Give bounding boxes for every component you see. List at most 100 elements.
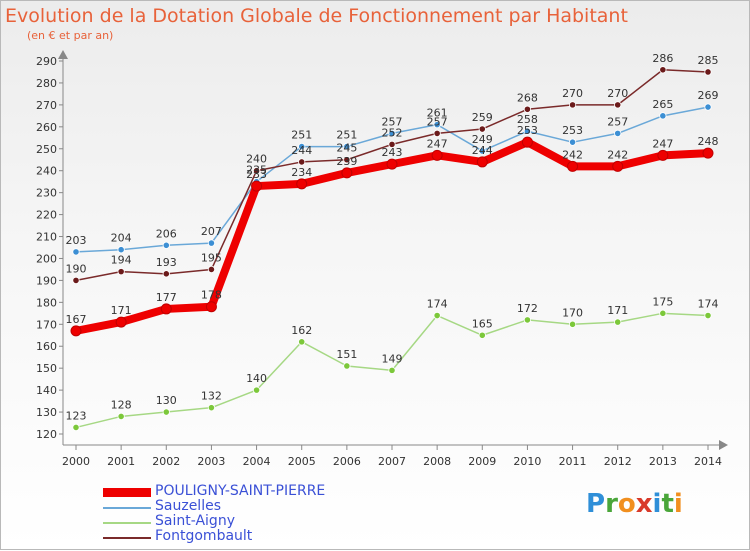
data-point-fontgombault [162, 270, 170, 278]
chart-title: Evolution de la Dotation Globale de Fonc… [5, 5, 628, 27]
data-point-sauzelles [343, 142, 351, 151]
y-tick-label: 130 [36, 406, 57, 419]
data-point-sauzelles [478, 147, 486, 155]
data-label-sauzelles: 258 [517, 113, 538, 126]
logo-letter: i [652, 489, 662, 519]
legend-swatch-sauzelles [103, 507, 151, 509]
data-point-sauzelles [207, 239, 216, 247]
data-label-sauzelles: 206 [156, 227, 177, 240]
x-tick-label: 2009 [468, 455, 496, 468]
data-point-fontgombault [568, 101, 577, 109]
x-tick-label: 2004 [243, 455, 271, 468]
data-label-saint_aigny: 140 [246, 372, 267, 385]
data-label-fontgombault: 194 [111, 254, 132, 267]
data-point-pouligny [702, 147, 714, 159]
data-point-sauzelles [72, 248, 80, 256]
logo-letter: i [673, 489, 683, 519]
data-label-fontgombault: 193 [156, 256, 177, 269]
logo-letter: P [586, 489, 606, 519]
data-label-sauzelles: 257 [607, 115, 628, 128]
y-tick-label: 250 [36, 143, 57, 156]
data-point-sauzelles [162, 241, 170, 249]
data-label-sauzelles: 261 [427, 107, 448, 120]
data-point-saint_aigny [614, 318, 622, 326]
y-tick-label: 240 [36, 165, 57, 178]
y-tick-label: 190 [36, 274, 57, 287]
x-tick-label: 2003 [197, 455, 225, 468]
data-point-fontgombault [207, 265, 216, 274]
data-point-saint_aigny [478, 331, 486, 339]
y-tick-label: 140 [36, 384, 57, 397]
data-point-fontgombault [433, 129, 441, 138]
logo-letter: x [635, 489, 653, 519]
data-point-sauzelles [388, 129, 396, 138]
data-label-pouligny: 244 [472, 144, 493, 157]
x-tick-label: 2014 [694, 455, 722, 468]
y-tick-label: 270 [36, 99, 57, 112]
data-label-saint_aigny: 172 [517, 302, 538, 315]
data-point-fontgombault [388, 140, 396, 148]
x-tick-label: 2013 [649, 455, 677, 468]
data-point-fontgombault [704, 68, 712, 76]
data-point-sauzelles [298, 142, 306, 151]
x-tick-label: 2007 [378, 455, 406, 468]
data-point-pouligny [431, 149, 443, 161]
data-label-pouligny: 233 [246, 168, 267, 181]
data-label-sauzelles: 203 [66, 234, 87, 247]
data-label-sauzelles: 251 [291, 129, 312, 142]
data-label-sauzelles: 265 [652, 98, 673, 111]
data-label-pouligny: 253 [517, 124, 538, 137]
data-label-pouligny: 242 [562, 148, 583, 161]
data-point-sauzelles [117, 246, 125, 254]
logo-letter: o [617, 489, 636, 519]
y-tick-label: 170 [36, 318, 57, 331]
data-label-pouligny: 243 [382, 146, 403, 159]
data-label-fontgombault: 244 [291, 144, 312, 157]
y-tick-label: 150 [36, 362, 57, 375]
x-tick-label: 2010 [513, 455, 541, 468]
data-label-pouligny: 178 [201, 289, 222, 302]
legend-label-pouligny: POULIGNY-SAINT-PIERRE [155, 483, 326, 499]
legend-swatch-saint-aigny [103, 522, 151, 524]
data-label-pouligny: 171 [111, 304, 132, 317]
data-label-saint_aigny: 128 [111, 398, 132, 411]
y-axis-arrow [58, 50, 68, 59]
data-point-saint_aigny [704, 311, 712, 320]
data-label-fontgombault: 190 [66, 262, 87, 275]
data-point-fontgombault [252, 167, 261, 175]
data-point-pouligny [251, 180, 263, 192]
data-label-fontgombault: 257 [427, 115, 448, 128]
data-point-fontgombault [523, 105, 532, 113]
data-point-fontgombault [478, 125, 486, 133]
data-point-saint_aigny [252, 386, 261, 394]
logo-letter: r [605, 489, 618, 519]
x-tick-label: 2001 [107, 455, 135, 468]
data-label-pouligny: 242 [607, 148, 628, 161]
x-tick-label: 2005 [288, 455, 316, 468]
x-tick-label: 2008 [423, 455, 451, 468]
y-tick-label: 180 [36, 296, 57, 309]
data-point-pouligny [341, 167, 353, 179]
series-line-fontgombault [75, 69, 709, 282]
data-label-fontgombault: 285 [698, 54, 719, 67]
data-point-pouligny [386, 158, 398, 170]
data-point-pouligny [160, 303, 172, 315]
data-label-pouligny: 167 [66, 313, 87, 326]
data-label-fontgombault: 252 [382, 126, 403, 139]
data-label-pouligny: 239 [336, 155, 357, 168]
data-point-saint_aigny [388, 366, 396, 374]
data-label-pouligny: 177 [156, 291, 177, 304]
data-point-saint_aigny [162, 408, 170, 416]
data-label-saint_aigny: 123 [66, 409, 87, 422]
proxiti-logo: Proxiti [586, 489, 683, 519]
data-point-fontgombault [659, 66, 667, 74]
data-point-pouligny [612, 160, 624, 172]
x-axis-arrow [719, 440, 728, 450]
data-label-sauzelles: 253 [562, 124, 583, 137]
data-label-saint_aigny: 175 [652, 295, 673, 308]
data-label-sauzelles: 249 [472, 133, 493, 146]
data-point-sauzelles [523, 127, 532, 135]
data-point-pouligny [657, 149, 669, 161]
